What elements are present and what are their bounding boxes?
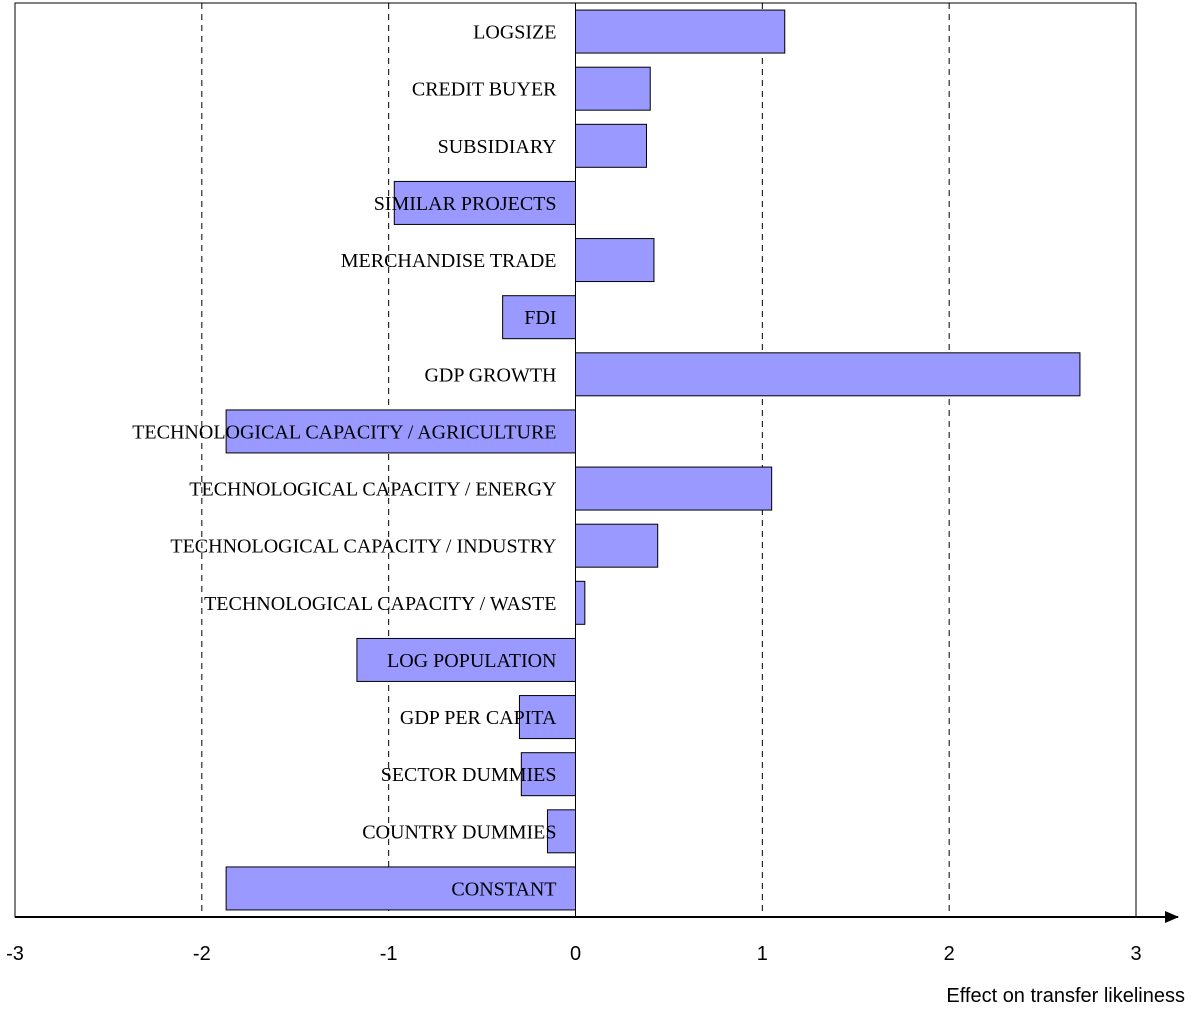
bar <box>225 409 576 454</box>
category-label: MERCHANDISE TRADE <box>341 250 557 272</box>
category-label: CONSTANT <box>451 878 556 900</box>
category-label: GDP GROWTH <box>424 364 556 386</box>
bar <box>575 66 651 111</box>
x-axis-title: Effect on transfer likeliness <box>946 985 1185 1007</box>
category-label: CREDIT BUYER <box>412 79 557 101</box>
bar <box>575 580 586 625</box>
category-label: FDI <box>524 307 556 329</box>
x-tick-label: -2 <box>193 943 211 965</box>
bar <box>575 523 659 568</box>
category-label: LOGSIZE <box>473 22 556 44</box>
bar <box>575 123 647 168</box>
category-label: TECHNOLOGICAL CAPACITY / ENERGY <box>189 479 556 501</box>
bar <box>356 637 576 682</box>
bar <box>575 466 773 511</box>
category-label: SUBSIDIARY <box>438 136 557 158</box>
category-label: GDP PER CAPITA <box>400 707 557 729</box>
category-label: TECHNOLOGICAL CAPACITY / INDUSTRY <box>170 536 556 558</box>
category-label: LOG POPULATION <box>387 650 556 672</box>
category-label: TECHNOLOGICAL CAPACITY / AGRICULTURE <box>132 421 556 443</box>
category-label: SIMILAR PROJECTS <box>374 193 557 215</box>
bar <box>520 752 577 797</box>
bar <box>546 809 576 854</box>
category-label: COUNTRY DUMMIES <box>362 821 556 843</box>
bar <box>225 866 576 911</box>
bar <box>502 295 577 340</box>
x-tick-label: 1 <box>757 943 768 965</box>
category-label: SECTOR DUMMIES <box>381 764 557 786</box>
bar <box>518 695 577 740</box>
bar <box>575 9 786 54</box>
bar <box>393 180 576 225</box>
x-tick-label: 0 <box>570 943 581 965</box>
x-tick-label: 2 <box>944 943 955 965</box>
x-tick-label: -1 <box>380 943 398 965</box>
x-tick-label: 3 <box>1130 943 1141 965</box>
bar <box>575 238 655 283</box>
category-label: TECHNOLOGICAL CAPACITY / WASTE <box>204 593 556 615</box>
bar <box>575 352 1081 397</box>
x-tick-label: -3 <box>6 943 24 965</box>
